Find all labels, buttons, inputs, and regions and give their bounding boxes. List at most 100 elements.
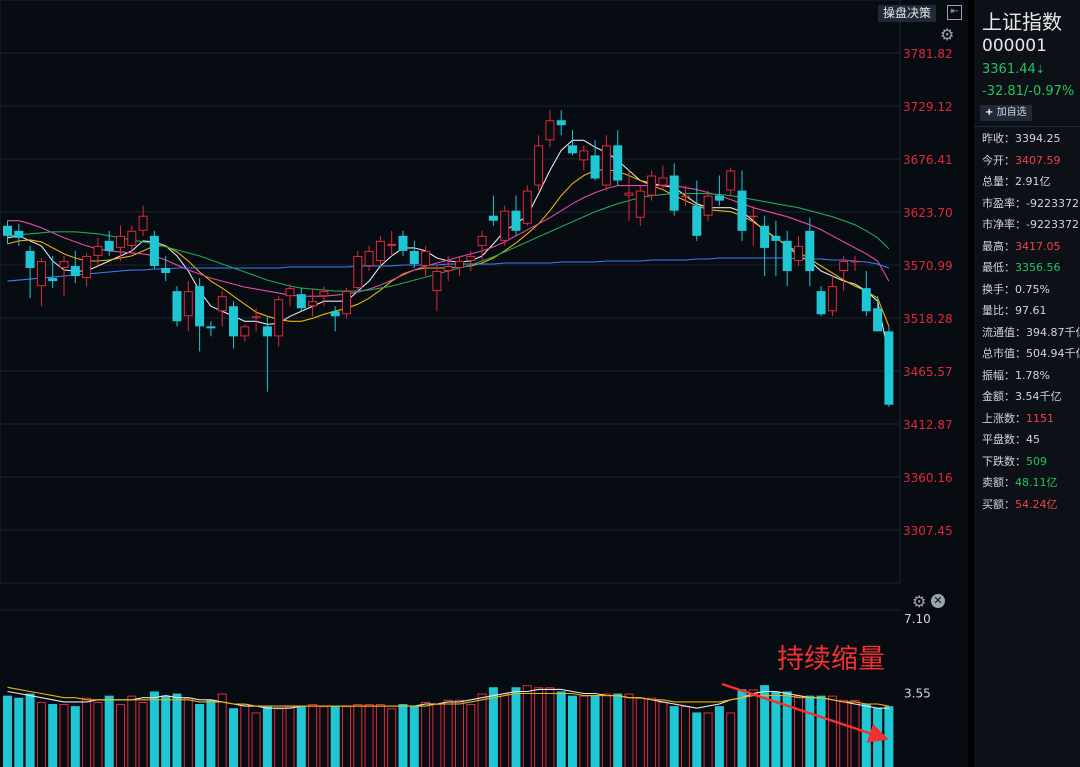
candle	[613, 130, 623, 186]
candle	[771, 220, 781, 277]
volume-bar	[274, 708, 284, 767]
candle	[104, 230, 114, 256]
candle-body	[443, 265, 453, 272]
volume-bar	[850, 699, 860, 767]
candle-body	[14, 230, 24, 238]
stat-value: 3417.05	[1015, 239, 1061, 253]
volume-bar	[421, 701, 431, 767]
candle	[658, 165, 668, 191]
candle-body	[206, 326, 216, 329]
stat-value: 504.94千亿	[1026, 347, 1080, 360]
candle	[375, 235, 385, 269]
stat-label: 上涨数：	[982, 411, 1026, 425]
candle	[477, 230, 487, 261]
volume-bar	[816, 695, 826, 767]
volume-bar	[669, 706, 679, 767]
price-grid	[0, 0, 901, 584]
decision-button[interactable]: 操盘决策	[878, 5, 937, 22]
candle-body	[138, 215, 148, 231]
price-tick-label: 3518.28	[903, 312, 953, 326]
candle	[884, 326, 894, 407]
candle-body	[466, 255, 476, 261]
candle	[251, 308, 261, 332]
candle	[669, 163, 679, 216]
candle	[319, 286, 329, 307]
candle	[409, 240, 419, 269]
candle-body	[172, 291, 182, 322]
candle-body	[748, 215, 758, 218]
stats-list: 昨收：3394.25 今开：3407.59 总量：2.91亿 市盈率：-9223372…	[982, 132, 1080, 519]
candle	[116, 225, 125, 261]
candle	[274, 296, 284, 347]
candle-body	[296, 294, 306, 309]
stat-label: 平盘数：	[982, 433, 1026, 446]
candle-body	[590, 155, 600, 179]
candle	[206, 321, 216, 337]
volume-bar	[545, 687, 555, 767]
add-watchlist-button[interactable]: + 加自选	[980, 105, 1032, 121]
candle	[285, 284, 295, 307]
candle	[782, 230, 792, 287]
candle-body	[647, 175, 657, 196]
stat-label: 总量：	[982, 175, 1015, 188]
candle-body	[217, 296, 227, 312]
volume-bar	[82, 697, 92, 767]
volume-bar	[364, 704, 374, 767]
stat-label: 最高：	[982, 239, 1015, 253]
volume-bar	[398, 704, 408, 767]
volume-bar	[3, 695, 12, 767]
candle-body	[285, 288, 295, 297]
volume-bar	[624, 693, 634, 767]
candle	[138, 205, 148, 236]
stat-value: 394.87千亿	[1026, 325, 1080, 339]
candle	[308, 288, 318, 317]
stat-value: 3394.25	[1015, 132, 1061, 145]
stat-label: 总市值：	[982, 347, 1026, 360]
volume-bar	[477, 693, 487, 767]
arrow-down-icon: ⇣	[1035, 63, 1045, 76]
panel-collapse-icon[interactable]: ⇤	[947, 5, 962, 20]
candle	[635, 185, 645, 226]
candle	[48, 255, 58, 289]
panel-divider	[968, 0, 974, 767]
candle-body	[398, 235, 408, 251]
candle	[522, 185, 532, 226]
candle	[240, 324, 250, 342]
candle	[127, 225, 137, 253]
volume-bar	[93, 701, 103, 767]
candle-body	[760, 225, 770, 248]
stat-label: 振幅：	[982, 368, 1015, 382]
volume-bar	[534, 687, 544, 767]
candle-body	[669, 175, 679, 211]
gear-icon[interactable]: ⚙	[940, 25, 955, 44]
candle	[353, 250, 363, 292]
volume-bar	[36, 701, 46, 767]
price-tick-label: 3465.57	[903, 365, 953, 379]
candle	[511, 195, 521, 236]
volume-bar	[409, 706, 419, 767]
stat-value: 509	[1026, 454, 1047, 468]
gear-icon[interactable]: ⚙	[912, 592, 927, 611]
candle-body	[342, 291, 351, 315]
volume-bar	[172, 693, 182, 767]
candle	[364, 245, 374, 272]
volume-bar	[217, 693, 227, 767]
candle-body	[500, 210, 510, 241]
volume-bar	[681, 706, 690, 767]
candle	[714, 175, 724, 206]
volume-bar	[240, 704, 250, 767]
candle	[827, 276, 837, 317]
price-tick-label: 3412.87	[903, 418, 953, 432]
candle	[82, 252, 92, 287]
volume-bar	[443, 699, 453, 767]
stat-value: 1.78%	[1015, 368, 1050, 382]
volume-bar	[161, 695, 171, 767]
close-icon[interactable]: ✕	[931, 594, 945, 608]
candle-body	[82, 255, 92, 279]
candle-body	[579, 150, 589, 161]
candle-body	[93, 245, 103, 256]
candle-body	[703, 195, 713, 216]
stat-row: 平盘数：45	[982, 433, 1080, 455]
kline-chart[interactable]: 3781.82 3729.12 3676.41 3623.70 3570.99 3518.…	[0, 0, 968, 767]
volume-bar	[70, 706, 80, 767]
